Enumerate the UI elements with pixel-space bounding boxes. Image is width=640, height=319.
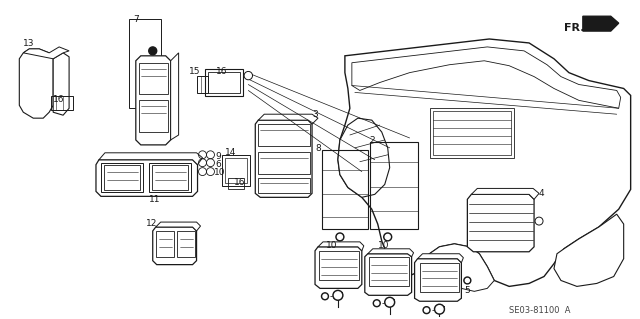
- Text: 7: 7: [133, 15, 139, 24]
- Text: 10: 10: [214, 168, 225, 177]
- Circle shape: [323, 294, 327, 298]
- Circle shape: [423, 307, 430, 314]
- Bar: [259, 124, 310, 146]
- Bar: [223, 155, 250, 186]
- Polygon shape: [259, 114, 318, 124]
- Polygon shape: [96, 160, 198, 197]
- Circle shape: [245, 73, 252, 78]
- Circle shape: [375, 301, 379, 305]
- Polygon shape: [471, 189, 539, 199]
- Bar: [177, 231, 195, 257]
- Bar: [228, 178, 244, 189]
- Polygon shape: [53, 53, 69, 115]
- Bar: [259, 152, 310, 174]
- Bar: [139, 100, 168, 132]
- Circle shape: [436, 306, 443, 313]
- Circle shape: [385, 297, 395, 307]
- Polygon shape: [338, 39, 630, 286]
- Polygon shape: [554, 214, 623, 286]
- Circle shape: [384, 233, 392, 241]
- Text: 5: 5: [465, 286, 470, 295]
- Polygon shape: [415, 259, 461, 301]
- Circle shape: [321, 293, 328, 300]
- Text: 11: 11: [148, 195, 160, 204]
- Text: 1: 1: [465, 277, 470, 286]
- Bar: [369, 257, 408, 286]
- Bar: [51, 96, 73, 110]
- Polygon shape: [338, 118, 390, 197]
- Polygon shape: [255, 120, 312, 197]
- Bar: [205, 69, 243, 96]
- Text: 8: 8: [315, 144, 321, 153]
- Bar: [101, 163, 143, 192]
- Bar: [370, 142, 417, 229]
- Circle shape: [335, 292, 341, 299]
- Bar: [139, 63, 168, 94]
- Circle shape: [337, 234, 342, 239]
- Bar: [148, 163, 191, 192]
- Bar: [259, 178, 310, 193]
- Bar: [129, 19, 161, 108]
- Polygon shape: [171, 53, 179, 140]
- Polygon shape: [429, 244, 494, 291]
- Bar: [319, 251, 359, 280]
- Text: 16: 16: [234, 178, 246, 187]
- Polygon shape: [156, 222, 200, 231]
- Polygon shape: [365, 254, 412, 295]
- Circle shape: [464, 277, 471, 284]
- Circle shape: [333, 290, 343, 300]
- Text: 3: 3: [312, 110, 318, 119]
- Text: 15: 15: [189, 67, 200, 76]
- Text: 16: 16: [53, 95, 65, 104]
- Circle shape: [148, 47, 157, 55]
- Polygon shape: [19, 49, 53, 118]
- Bar: [225, 158, 247, 183]
- Text: 16: 16: [216, 67, 228, 76]
- Bar: [420, 263, 460, 292]
- Bar: [433, 111, 511, 155]
- Polygon shape: [23, 47, 69, 59]
- Text: SE03-81100  A: SE03-81100 A: [509, 306, 571, 315]
- Polygon shape: [368, 249, 413, 257]
- Text: FR.: FR.: [564, 23, 584, 33]
- Bar: [196, 76, 209, 93]
- Polygon shape: [352, 47, 621, 108]
- Circle shape: [385, 234, 390, 239]
- Polygon shape: [467, 194, 534, 252]
- Text: 13: 13: [23, 39, 35, 48]
- Polygon shape: [583, 16, 619, 31]
- Text: -17: -17: [431, 306, 446, 315]
- Text: 9: 9: [216, 152, 221, 161]
- Polygon shape: [315, 247, 362, 288]
- Bar: [209, 72, 241, 93]
- Bar: [322, 150, 368, 229]
- Text: 10: 10: [326, 241, 337, 250]
- Bar: [104, 165, 140, 190]
- Text: 6: 6: [216, 160, 221, 169]
- Circle shape: [373, 300, 380, 307]
- Polygon shape: [318, 242, 364, 251]
- Text: -17: -17: [330, 292, 345, 301]
- Polygon shape: [136, 56, 171, 145]
- Bar: [152, 165, 188, 190]
- Polygon shape: [153, 227, 196, 265]
- Polygon shape: [99, 153, 202, 165]
- Circle shape: [386, 299, 393, 306]
- Bar: [156, 231, 173, 257]
- Bar: [429, 108, 514, 158]
- Text: 4: 4: [539, 189, 545, 198]
- Circle shape: [424, 308, 429, 312]
- Circle shape: [435, 304, 444, 314]
- Circle shape: [244, 72, 252, 79]
- Circle shape: [336, 233, 344, 241]
- Circle shape: [465, 278, 469, 282]
- Polygon shape: [417, 254, 463, 263]
- Text: 2: 2: [370, 136, 376, 145]
- Text: -17: -17: [381, 299, 397, 308]
- Text: 12: 12: [146, 219, 157, 228]
- Text: 10: 10: [378, 241, 389, 250]
- Text: 14: 14: [225, 148, 237, 157]
